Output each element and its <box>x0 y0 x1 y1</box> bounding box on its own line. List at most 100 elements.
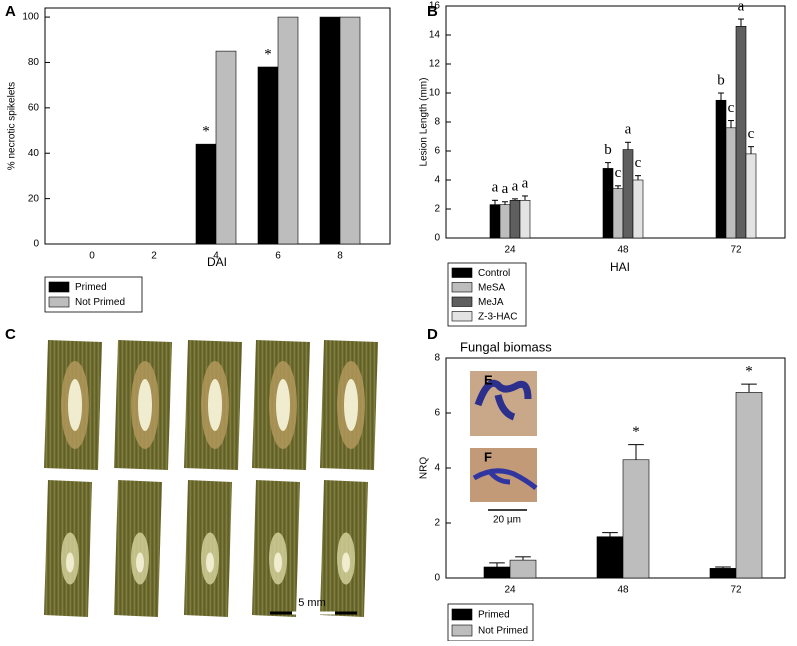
inset-label: F <box>484 449 492 464</box>
chart-title: Fungal biomass <box>460 339 552 354</box>
annotation: c <box>635 155 642 171</box>
y-tick-label: 10 <box>429 88 441 99</box>
x-tick-label: 0 <box>89 251 95 262</box>
legend-label: MeJA <box>478 297 504 308</box>
legend-swatch <box>48 281 70 293</box>
bar <box>319 16 341 245</box>
x-tick-label: 24 <box>504 585 516 596</box>
y-tick-label: 20 <box>28 193 40 204</box>
annotation: a <box>492 180 499 196</box>
y-tick-label: 0 <box>33 239 39 250</box>
bar <box>509 559 537 579</box>
legend-label: Primed <box>478 610 510 621</box>
bar <box>489 204 501 239</box>
bar <box>339 16 361 245</box>
annotation: * <box>202 124 210 140</box>
annotation: a <box>738 0 745 14</box>
x-tick-label: 48 <box>617 585 629 596</box>
annotation: * <box>745 364 753 380</box>
panel-c <box>44 340 378 617</box>
y-tick-label: 0 <box>434 573 440 584</box>
error-bar <box>515 556 531 561</box>
annotation: * <box>632 424 640 440</box>
y-tick-label: 4 <box>434 175 440 186</box>
hypha <box>474 379 532 421</box>
y-tick-label: 8 <box>434 353 440 364</box>
y-tick-label: 16 <box>429 1 441 12</box>
bar <box>596 536 624 579</box>
bar <box>509 200 521 239</box>
lesion-center <box>66 552 74 573</box>
error-bar <box>741 383 757 393</box>
panel-label: D <box>427 326 438 343</box>
legend-swatch <box>451 267 473 278</box>
bar <box>745 153 757 239</box>
legend-label: Not Primed <box>478 626 528 637</box>
y-axis-label: NRQ <box>419 457 430 479</box>
bar <box>195 143 217 245</box>
bar <box>622 149 634 239</box>
x-tick-label: 48 <box>617 245 629 256</box>
x-tick-label: 4 <box>213 251 219 262</box>
annotation: a <box>502 181 509 197</box>
bar <box>622 459 650 579</box>
annotation: c <box>615 165 622 181</box>
error-bar <box>605 162 611 169</box>
y-tick-label: 60 <box>28 102 40 113</box>
x-axis-label: DAI <box>207 255 227 269</box>
legend-swatch <box>451 282 473 293</box>
y-tick-label: 2 <box>434 204 440 215</box>
lesion-center <box>206 552 214 573</box>
error-bar <box>718 92 724 101</box>
annotation: a <box>512 178 519 194</box>
y-tick-label: 40 <box>28 148 40 159</box>
error-bar <box>715 566 731 569</box>
bar <box>612 188 624 239</box>
error-bar <box>728 120 734 128</box>
y-tick-label: 6 <box>434 146 440 157</box>
annotation: * <box>264 46 272 62</box>
bar <box>735 25 747 239</box>
bar <box>735 392 763 579</box>
error-bar <box>738 18 744 27</box>
legend-label: MeSA <box>478 282 506 293</box>
bar <box>715 99 727 239</box>
y-axis-label: % necrotic spikelets <box>7 82 18 170</box>
error-bar <box>748 146 754 154</box>
hypha <box>472 468 538 490</box>
bar <box>519 200 531 239</box>
legend-swatch <box>451 296 473 307</box>
error-bar <box>489 562 505 567</box>
bar <box>499 204 511 239</box>
lesion-center <box>342 552 350 573</box>
bar <box>725 127 737 239</box>
legend-label: Z-3-HAC <box>478 311 517 322</box>
legend-label: Not Primed <box>75 297 125 308</box>
y-tick-label: 4 <box>434 463 440 474</box>
annotation: c <box>728 100 735 116</box>
y-tick-label: 8 <box>434 117 440 128</box>
bar <box>215 50 237 245</box>
lesion-center <box>208 379 222 431</box>
x-tick-label: 72 <box>730 585 742 596</box>
bar <box>277 16 299 245</box>
panel-label: A <box>5 3 16 20</box>
x-tick-label: 8 <box>337 251 343 262</box>
annotation: a <box>625 122 632 138</box>
scale-label: 5 mm <box>298 597 326 609</box>
x-tick-label: 2 <box>151 251 157 262</box>
annotation: b <box>717 72 725 88</box>
error-bar <box>512 198 518 201</box>
bar <box>257 66 279 245</box>
lesion-center <box>68 379 82 431</box>
lesion-center <box>136 552 144 573</box>
lesion-center <box>138 379 152 431</box>
legend-label: Control <box>478 268 510 279</box>
lesion-center <box>276 379 290 431</box>
y-tick-label: 0 <box>434 233 440 244</box>
error-bar <box>502 201 508 205</box>
annotation: c <box>748 126 755 142</box>
y-tick-label: 14 <box>429 30 441 41</box>
